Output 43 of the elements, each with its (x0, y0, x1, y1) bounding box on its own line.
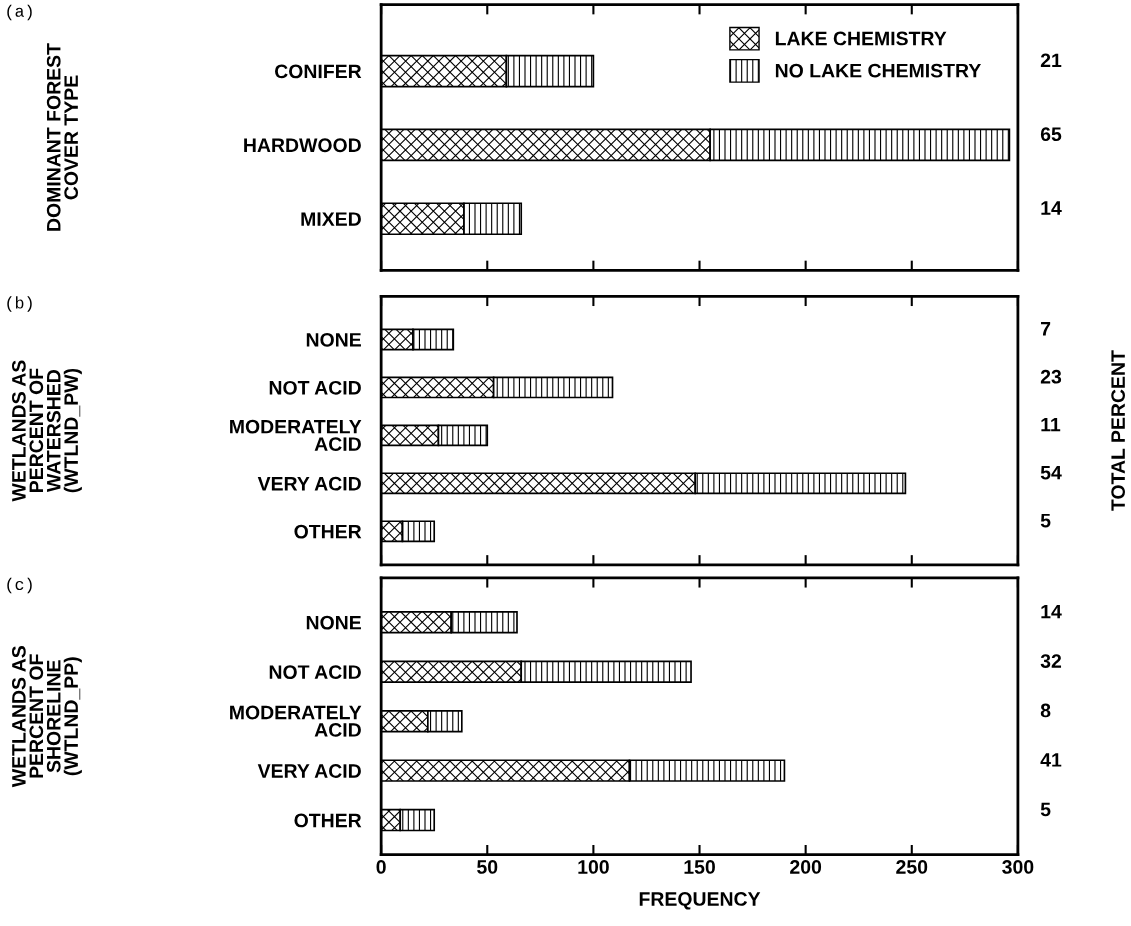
y-axis-title: WETLANDS AS PERCENT OF SHORELINE (WTLND_PP) (12, 646, 82, 788)
text: 5 (1040, 513, 1051, 528)
y-tick-label: VERY ACID (257, 476, 361, 491)
y-tick-label: NOT ACID (269, 380, 361, 395)
x-tick-label: 50 (477, 860, 498, 874)
y-tick-label: OTHER (294, 813, 362, 828)
text: 32 (1040, 654, 1062, 668)
x-tick-label: 200 (790, 860, 822, 874)
text: 5 (1040, 802, 1051, 817)
legend-label: LAKE CHEMISTRY (775, 31, 947, 46)
text: 11 (1041, 417, 1061, 432)
text: (c) (7, 577, 32, 594)
text: 41 (1040, 753, 1062, 767)
y-tick-label: MODERATELY ACID (230, 705, 362, 737)
x-tick-label: 250 (896, 860, 928, 874)
y2-axis-title: TOTAL PERCENT (1111, 350, 1125, 511)
y-tick-label: NOT ACID (269, 665, 361, 679)
x-axis-title: FREQUENCY (639, 892, 761, 910)
text: 14 (1041, 604, 1062, 619)
text: 54 (1040, 465, 1062, 480)
y-tick-label: NONE (306, 615, 361, 630)
y-tick-label: HARDWOOD (244, 138, 361, 153)
y-axis-title: DOMINANT FOREST COVER TYPE (46, 43, 79, 231)
text: 23 (1040, 369, 1062, 384)
y-tick-label: CONIFER (275, 64, 362, 79)
text: 8 (1040, 703, 1051, 718)
x-tick-label: 150 (684, 860, 715, 874)
legend-label: NO LAKE CHEMISTRY (775, 63, 981, 78)
y-tick-label: MIXED (301, 212, 361, 226)
x-tick-label: 100 (578, 860, 609, 874)
text: 14 (1041, 201, 1062, 215)
y-tick-label: VERY ACID (257, 764, 361, 778)
text: (a) (7, 4, 32, 21)
x-tick-label: 300 (1002, 860, 1034, 874)
y-tick-label: MODERATELY ACID (230, 419, 362, 451)
y-tick-label: OTHER (294, 524, 362, 539)
y-axis-title: WETLANDS AS PERCENT OF WATERSHED (WTLND_PW) (12, 360, 82, 502)
text: 65 (1040, 127, 1062, 142)
y-tick-label: NONE (306, 332, 361, 347)
text: 21 (1040, 53, 1062, 68)
text: (b) (7, 296, 32, 312)
x-tick-label: 0 (376, 860, 386, 874)
text: 7 (1041, 322, 1051, 336)
